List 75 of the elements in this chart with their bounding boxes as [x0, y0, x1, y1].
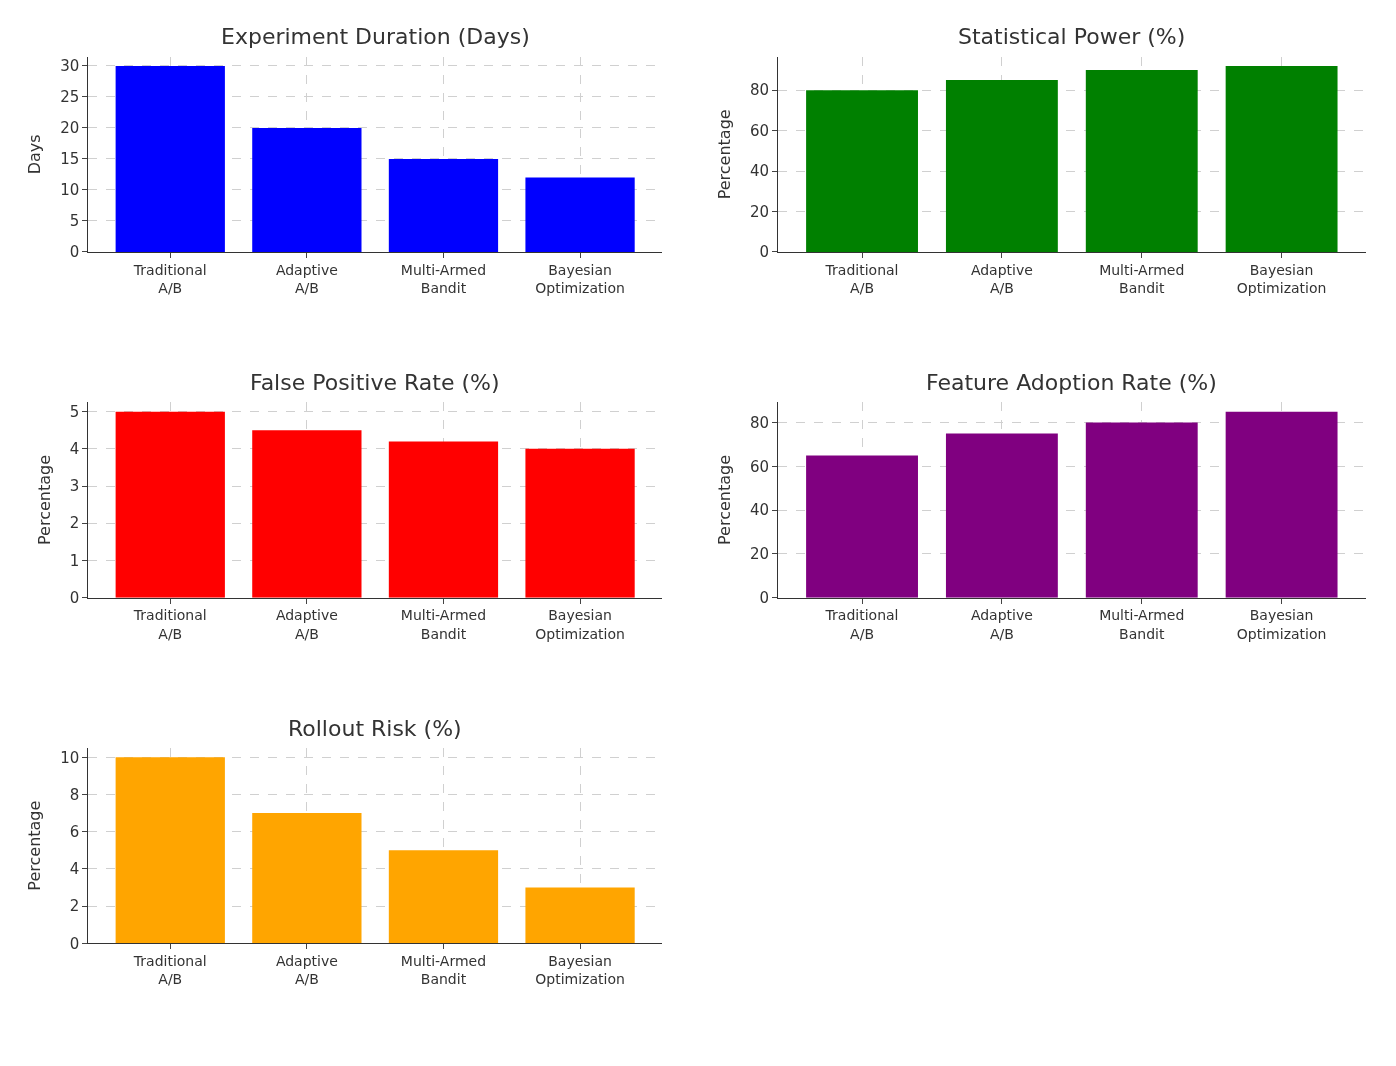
bar	[525, 448, 635, 598]
y-tick-label: 0	[69, 934, 80, 953]
x-tick-label: Traditional A/B	[132, 261, 207, 296]
x-tick-label: Adaptive A/B	[275, 953, 338, 988]
y-tick-label: 20	[750, 545, 770, 564]
y-tick-label: 1	[69, 551, 80, 570]
bar	[388, 441, 499, 598]
chart-title: Experiment Duration (Days)	[221, 24, 530, 49]
y-tick-label: 3	[69, 477, 80, 496]
bar	[1225, 411, 1338, 598]
y-tick-label: 5	[69, 212, 80, 231]
y-tick-label: 60	[750, 121, 770, 140]
y-tick-label: 4	[69, 440, 80, 459]
y-tick-label: 4	[69, 860, 80, 879]
y-tick-label: 60	[750, 457, 770, 476]
x-tick-label: Multi-Armed Bandit	[1099, 261, 1185, 296]
y-tick-label: 80	[750, 413, 770, 432]
y-tick-label: 20	[60, 119, 80, 138]
bar	[388, 850, 499, 944]
y-tick-label: 0	[69, 243, 80, 262]
y-tick-label: 5	[69, 402, 80, 421]
bar	[252, 127, 362, 252]
y-tick-label: 80	[750, 81, 770, 100]
x-tick-label: Traditional A/B	[132, 607, 207, 642]
bar	[252, 813, 362, 944]
x-tick-label: Traditional A/B	[132, 953, 207, 988]
chart-title: False Positive Rate (%)	[250, 370, 500, 395]
y-axis-title: Percentage	[25, 800, 45, 891]
x-tick-label: Traditional A/B	[824, 607, 899, 642]
bar	[388, 158, 499, 252]
x-tick-label: Adaptive A/B	[970, 261, 1033, 296]
x-tick-label: Bayesian Optimization	[1236, 607, 1327, 642]
chart-title: Rollout Risk (%)	[288, 716, 462, 741]
y-tick-label: 0	[759, 243, 770, 262]
y-axis-title: Percentage	[714, 454, 734, 545]
y-axis-title: Days	[25, 134, 45, 175]
x-tick-label: Bayesian Optimization	[535, 607, 625, 642]
bar	[252, 430, 362, 598]
bar	[115, 411, 225, 598]
x-tick-label: Multi-Armed Bandit	[400, 261, 487, 296]
y-axis-title: Percentage	[34, 454, 54, 545]
y-tick-label: 30	[60, 57, 80, 76]
y-tick-label: 40	[750, 162, 770, 181]
bar	[1085, 422, 1198, 598]
x-tick-label: Bayesian Optimization	[1236, 261, 1327, 296]
y-axis-title: Percentage	[714, 109, 734, 200]
y-tick-label: 25	[60, 88, 80, 107]
x-tick-label: Adaptive A/B	[275, 261, 338, 296]
x-tick-label: Bayesian Optimization	[535, 261, 625, 296]
bar	[115, 65, 225, 252]
bar	[115, 757, 225, 944]
x-tick-label: Bayesian Optimization	[535, 953, 625, 988]
bar	[945, 433, 1058, 598]
y-tick-label: 0	[759, 588, 770, 607]
bar	[806, 455, 918, 598]
y-tick-label: 2	[69, 514, 80, 533]
y-tick-label: 20	[750, 202, 770, 221]
x-tick-label: Multi-Armed Bandit	[400, 607, 487, 642]
y-tick-label: 10	[60, 748, 80, 767]
y-tick-label: 6	[69, 822, 80, 841]
x-tick-label: Traditional A/B	[824, 261, 899, 296]
chart-title: Feature Adoption Rate (%)	[926, 370, 1217, 395]
y-tick-label: 15	[60, 150, 80, 169]
x-tick-label: Adaptive A/B	[275, 607, 338, 642]
x-tick-label: Multi-Armed Bandit	[1099, 607, 1185, 642]
y-tick-label: 2	[69, 897, 80, 916]
chart-title: Statistical Power (%)	[958, 24, 1186, 49]
x-tick-label: Adaptive A/B	[970, 607, 1033, 642]
y-tick-label: 0	[69, 588, 80, 607]
y-tick-label: 8	[69, 785, 80, 804]
y-tick-label: 10	[60, 181, 80, 200]
y-tick-label: 40	[750, 501, 770, 520]
x-tick-label: Multi-Armed Bandit	[400, 953, 487, 988]
bar	[525, 177, 635, 252]
bar	[525, 887, 635, 944]
